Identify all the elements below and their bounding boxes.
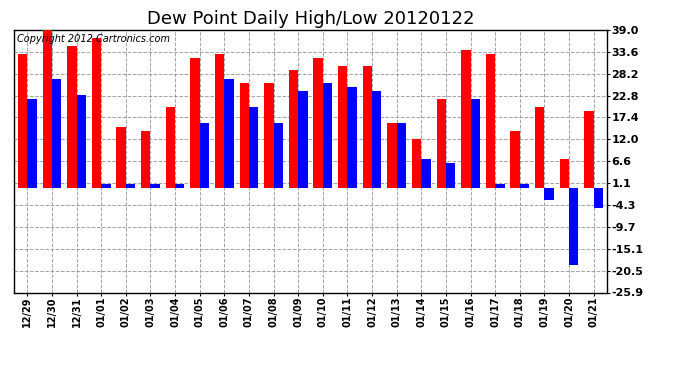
Bar (199, 123, 209, 188)
Bar (422, 159, 431, 188)
Bar (249, 107, 258, 188)
Bar (67, 46, 77, 188)
Bar (117, 127, 126, 188)
Bar (323, 82, 332, 188)
Bar (92, 38, 101, 188)
Bar (150, 184, 160, 188)
Bar (101, 184, 110, 188)
Bar (544, 188, 554, 200)
Bar (535, 107, 544, 188)
Bar (289, 70, 298, 188)
Bar (363, 66, 372, 188)
Bar (593, 188, 603, 208)
Bar (190, 58, 199, 188)
Bar (471, 99, 480, 188)
Bar (126, 184, 135, 188)
Bar (461, 50, 471, 188)
Bar (560, 159, 569, 188)
Bar (166, 107, 175, 188)
Bar (397, 123, 406, 188)
Bar (18, 54, 28, 188)
Bar (313, 58, 323, 188)
Title: Dew Point Daily High/Low 20120122: Dew Point Daily High/Low 20120122 (147, 10, 474, 28)
Text: Copyright 2012 Cartronics.com: Copyright 2012 Cartronics.com (17, 34, 170, 44)
Bar (569, 188, 578, 265)
Bar (348, 87, 357, 188)
Bar (437, 99, 446, 188)
Bar (215, 54, 224, 188)
Bar (495, 184, 504, 188)
Bar (141, 131, 150, 188)
Bar (338, 66, 348, 188)
Bar (28, 99, 37, 188)
Bar (298, 91, 308, 188)
Bar (412, 139, 422, 188)
Bar (264, 82, 273, 188)
Bar (273, 123, 283, 188)
Bar (520, 184, 529, 188)
Bar (372, 91, 382, 188)
Bar (387, 123, 397, 188)
Bar (224, 78, 234, 188)
Bar (511, 131, 520, 188)
Bar (584, 111, 593, 188)
Bar (446, 164, 455, 188)
Bar (77, 95, 86, 188)
Bar (175, 184, 184, 188)
Bar (486, 54, 495, 188)
Bar (52, 78, 61, 188)
Bar (239, 82, 249, 188)
Bar (43, 30, 52, 188)
